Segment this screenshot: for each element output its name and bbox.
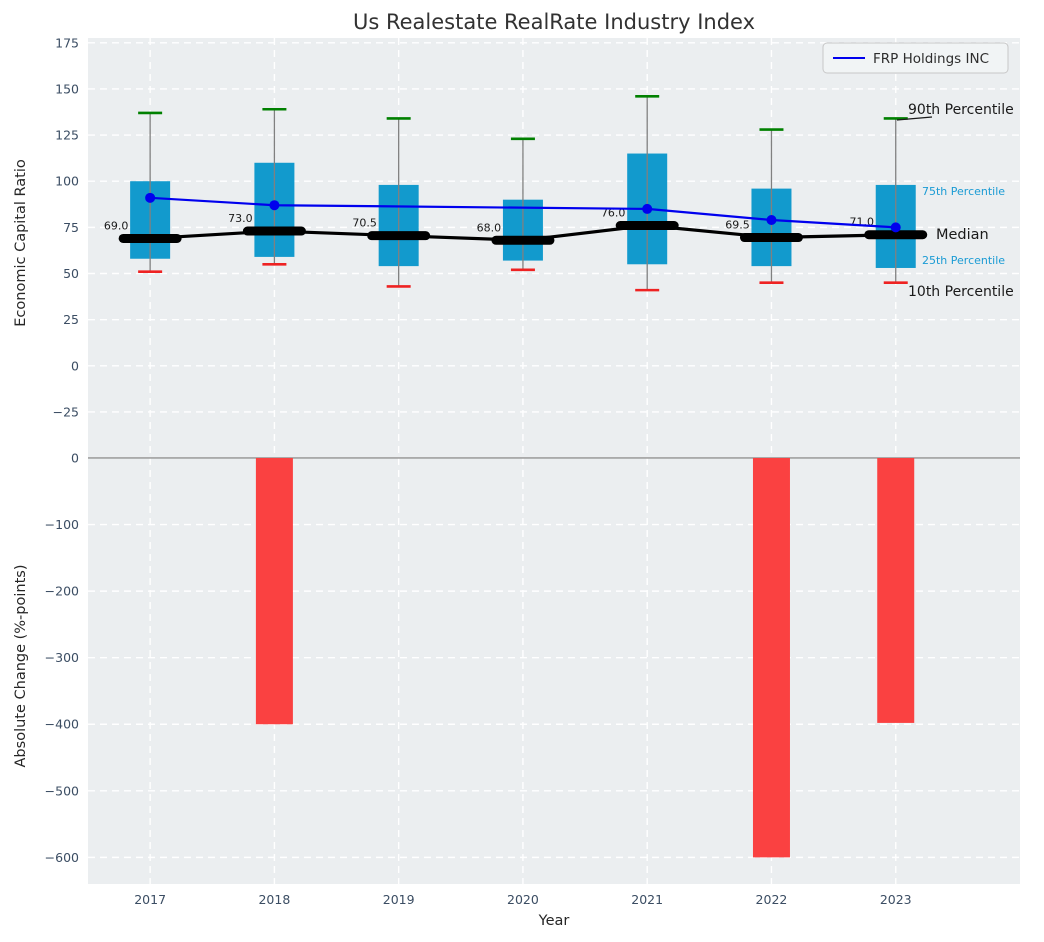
xtick-label-2019: 2019 — [383, 892, 415, 907]
legend-label: FRP Holdings INC — [873, 51, 989, 67]
top-ytick-label-125: 125 — [55, 128, 79, 143]
top-ytick-label-25: 25 — [63, 312, 79, 327]
top-ytick-label-75: 75 — [63, 220, 79, 235]
company-marker-2018 — [269, 200, 280, 211]
median-value-label-2020: 68.0 — [477, 221, 502, 234]
company-marker-2021 — [642, 203, 653, 214]
median-annotation: Median — [936, 227, 989, 243]
xtick-label-2022: 2022 — [756, 892, 788, 907]
p75-annotation: 75th Percentile — [922, 185, 1005, 198]
top-ytick-label-0: 0 — [71, 358, 79, 373]
top-ytick-label--25: −25 — [53, 404, 79, 419]
median-value-label-2017: 69.0 — [104, 219, 129, 232]
legend-box — [822, 42, 1009, 74]
bottom-panel-background — [88, 447, 1020, 884]
x-axis-label: Year — [538, 913, 570, 929]
p90-annotation: 90th Percentile — [908, 102, 1014, 118]
top-ytick-label-50: 50 — [63, 266, 79, 281]
median-value-label-2018: 73.0 — [228, 212, 253, 225]
xtick-label-2021: 2021 — [631, 892, 663, 907]
median-value-label-2021: 76.0 — [601, 207, 626, 220]
top-ytick-label-100: 100 — [55, 174, 79, 189]
bottom-ytick-label--200: −200 — [45, 584, 79, 599]
change-bar-2023 — [877, 457, 915, 723]
top-panel-background — [88, 38, 1020, 447]
xtick-label-2018: 2018 — [258, 892, 290, 907]
p25-annotation: 25th Percentile — [922, 254, 1005, 267]
top-y-axis-label: Economic Capital Ratio — [13, 159, 29, 327]
xtick-label-2023: 2023 — [880, 892, 912, 907]
bottom-ytick-label--600: −600 — [45, 850, 79, 865]
p10-annotation: 10th Percentile — [908, 284, 1014, 300]
xtick-label-2017: 2017 — [134, 892, 166, 907]
chart-title: Us Realestate RealRate Industry Index — [353, 10, 755, 34]
legend: FRP Holdings INC — [822, 42, 1009, 74]
bottom-ytick-label--100: −100 — [45, 517, 79, 532]
top-ytick-label-175: 175 — [55, 35, 79, 50]
bottom-ytick-label--300: −300 — [45, 650, 79, 665]
xtick-label-2020: 2020 — [507, 892, 539, 907]
change-bar-2022 — [752, 457, 790, 858]
bottom-ytick-label--500: −500 — [45, 783, 79, 798]
p90-leader-line — [896, 116, 933, 121]
company-marker-2022 — [766, 214, 777, 225]
bottom-ytick-label-0: 0 — [71, 450, 79, 465]
bottom-ytick-label--400: −400 — [45, 717, 79, 732]
change-bar-2018 — [255, 457, 293, 725]
median-value-label-2019: 70.5 — [352, 217, 377, 230]
bottom-y-axis-label: Absolute Change (%-points) — [13, 565, 29, 768]
median-value-label-2022: 69.5 — [725, 219, 750, 232]
top-ytick-label-150: 150 — [55, 81, 79, 96]
company-marker-2017 — [145, 192, 156, 203]
company-marker-2023 — [890, 222, 901, 233]
